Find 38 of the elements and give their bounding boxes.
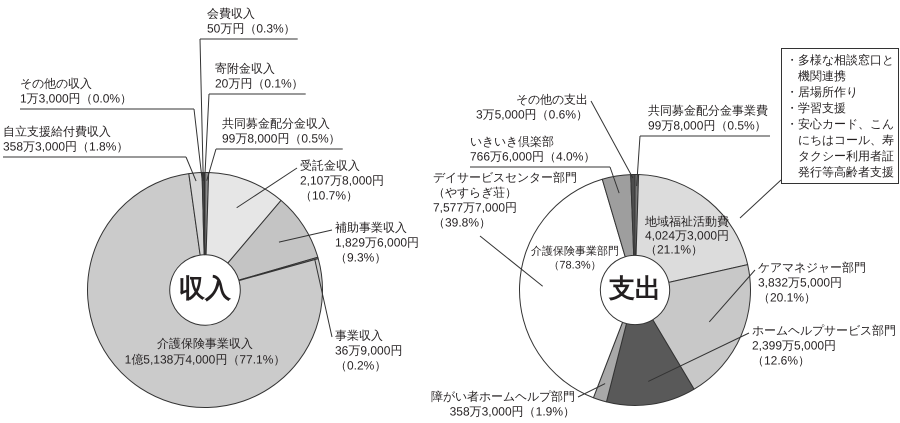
text: 収入 xyxy=(179,273,232,304)
data-label: 99万8,000円（0.5%） xyxy=(648,118,767,132)
text: 介護保険事業部門（78.3%） xyxy=(531,244,619,272)
data-label: 99万8,000円（0.5%） xyxy=(222,131,341,146)
data-label: 3万5,000円（0.6%） xyxy=(476,107,588,122)
data-label: 766万6,000円（4.0%） xyxy=(470,149,596,164)
slice-label: 事業収入 xyxy=(335,328,383,342)
slice-label: その他の支出 xyxy=(516,92,588,106)
slice-label: 共同募金配分金収入 xyxy=(222,116,330,130)
slice-label: 障がい者ホームヘルプ部門 xyxy=(431,389,575,404)
slice-label: ケアマネジャー部門 xyxy=(758,260,866,274)
category-label: その他の収入 xyxy=(20,76,92,90)
data-label: 20万円（0.1%） xyxy=(215,76,304,90)
slice-label: 地域福祉活動費 xyxy=(644,214,729,228)
data-label: 7,577万7,000円（39.8%） xyxy=(433,200,518,230)
data-label: 1,829万6,000円（9.3%） xyxy=(335,235,420,264)
data-label: 4,024万3,000円（21.1%） xyxy=(645,228,730,256)
slice-label: 共同募金配分金事業費 xyxy=(648,103,768,118)
slice-label: ホームヘルプサービス部門 xyxy=(752,323,896,338)
slice-label: 寄附金収入 xyxy=(215,61,275,76)
slice-label: いきいき倶楽部 xyxy=(470,134,554,148)
slice-label: デイサービスセンター部門（やすらぎ荘） xyxy=(433,170,577,200)
data-label: 358万3,000円（1.8%） xyxy=(3,139,128,154)
text: 1万3,000円（0.0%） xyxy=(20,91,132,106)
data-label: 1億5,138万4,000円（77.1%） xyxy=(124,352,286,366)
text: 支出 xyxy=(608,273,661,304)
data-label: 36万9,000円（0.2%） xyxy=(335,343,402,372)
data-label: 2,107万8,000円（10.7%） xyxy=(300,173,384,202)
data-label: 50万円（0.3%） xyxy=(207,21,296,36)
slice-label: 自立支援給付費収入 xyxy=(3,124,111,138)
slice-label: 補助事業収入 xyxy=(335,220,407,234)
data-label: 358万3,000円（1.9%） xyxy=(450,404,575,418)
slice-label: 会費収入 xyxy=(207,6,255,20)
data-label: 2,399万5,000円（12.6%） xyxy=(752,338,836,368)
slice-label: 受託金収入 xyxy=(300,158,360,172)
slice-label: 介護保険事業収入 xyxy=(157,336,253,350)
callout-box: ・多様な相談窓口と機関連携 ・居場所作り ・学習支援 ・安心カード、こんにちはコール、寿タクシー利用者証発行等高齢者支援 xyxy=(781,48,899,184)
data-label: 3,832万5,000円（20.1%） xyxy=(758,275,842,304)
